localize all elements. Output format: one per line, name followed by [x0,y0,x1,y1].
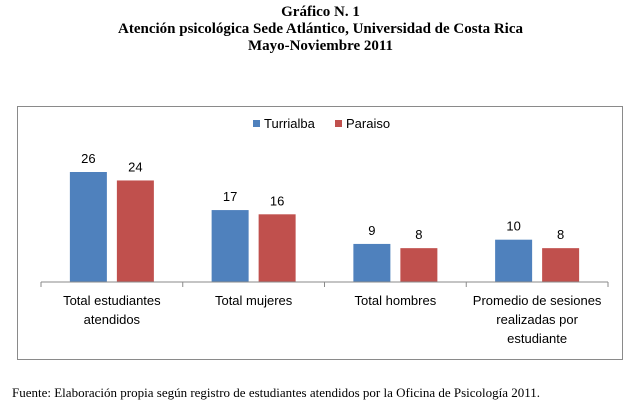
chart-title-line-2: Atención psicológica Sede Atlántico, Uni… [118,21,523,37]
bar-paraiso-3 [542,248,580,282]
category-label-line: realizadas por [496,312,578,327]
data-label-paraiso-1: 16 [270,193,284,208]
data-label-paraiso-0: 24 [128,159,142,174]
chart-title-line-3: Mayo-Noviembre 2011 [247,38,394,54]
legend-label-1: Paraiso [346,116,390,131]
source-note: Fuente: Elaboración propia según registr… [12,385,541,400]
bar-turrialba-3 [495,239,533,282]
category-label-line: Promedio de sesiones [473,293,602,308]
bar-turrialba-0 [69,172,107,282]
chart-title-block: Gráfico N. 1 Atención psicológica Sede A… [0,4,641,55]
category-label-line: Total mujeres [215,293,293,308]
bar-paraiso-2 [400,248,438,282]
category-label-line: atendidos [84,312,141,327]
bar-paraiso-0 [116,180,154,282]
data-label-turrialba-2: 9 [368,223,375,238]
data-label-turrialba-0: 26 [81,151,95,166]
category-label-2: Total hombres [355,293,437,308]
chart-title-line-1: Gráfico N. 1 [281,4,360,20]
category-label-3: Promedio de sesiones realizadas por estudi… [473,293,602,346]
category-label-line: Total estudiantes [63,293,161,308]
legend-swatch-1 [335,120,342,127]
legend-label-0: Turrialba [264,116,316,131]
data-label-paraiso-2: 8 [415,227,422,242]
category-label-1: Total mujeres [215,293,293,308]
legend-swatch-0 [253,120,260,127]
bar-chart: Turrialba Paraiso 26 24 17 16 9 8 10 8 Total estud… [40,116,609,346]
bar-turrialba-1 [211,210,249,282]
bar-paraiso-1 [258,214,296,282]
data-label-turrialba-3: 10 [506,219,520,234]
data-label-turrialba-1: 17 [223,189,237,204]
data-label-paraiso-3: 8 [557,227,564,242]
category-label-0: Total estudiantes atendidos [63,293,161,327]
category-label-line: Total hombres [355,293,437,308]
category-label-line: estudiante [507,331,567,346]
bar-turrialba-2 [353,243,391,282]
